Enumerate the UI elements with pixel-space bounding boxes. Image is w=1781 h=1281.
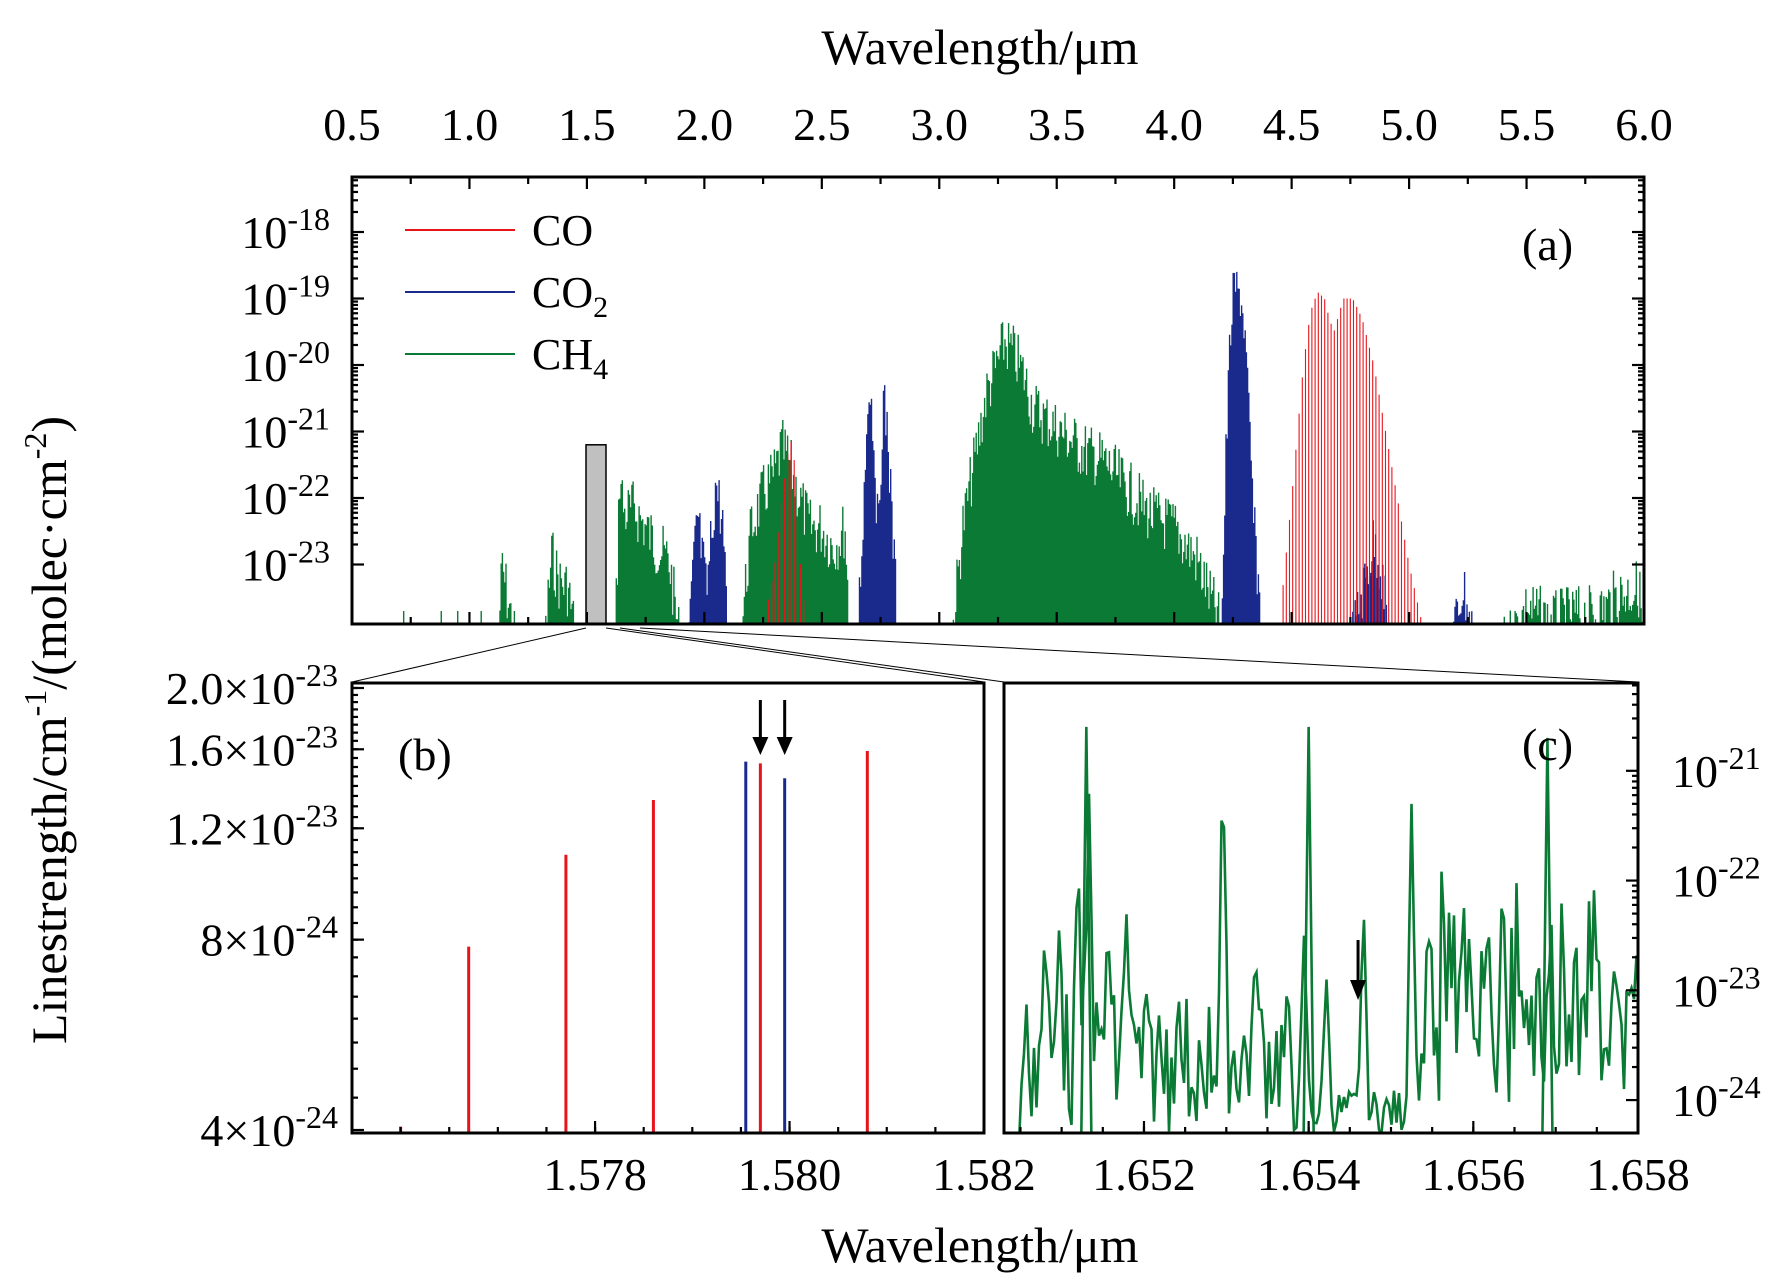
- panel-c-label: (c): [1522, 719, 1573, 770]
- panel-c-series-group: [1018, 726, 1638, 1133]
- band-ch4-1: [545, 532, 578, 624]
- panel-a-ticks: 0.5 1.0 1.5 2.0 2.5 3.0 3.5 4.0 4.5 5.0 5.5 6.0 10-1…: [241, 99, 1673, 624]
- legend-label-co: CO: [532, 206, 593, 255]
- a-y-tick-label: 10-20: [241, 334, 330, 391]
- y-axis-title: Linestrength/cm-1/(molec·cm-2): [17, 416, 77, 1044]
- lines-co2-1: [857, 385, 900, 624]
- panel-b-ticks: 1.578 1.580 1.582 2.0×10-231.6×10-23 1.2×10-…: [166, 657, 1036, 1200]
- lines-ch4-0: [498, 553, 517, 624]
- a-y-tick-label: 10-18: [241, 201, 330, 258]
- a-top-tick-label: 1.5: [558, 99, 616, 150]
- zoom-line-b-right: [605, 627, 985, 683]
- band-ch4-5: [1502, 561, 1644, 624]
- band-ch4-3: [740, 420, 851, 624]
- panel-a-label: (a): [1522, 219, 1573, 270]
- b-y-tick-label: 1.6×10-23: [166, 718, 338, 775]
- a-y-tick-label: 10-19: [241, 268, 330, 325]
- c-ch4-peak-1: [1302, 726, 1315, 1133]
- sparse-ch4-lines: [402, 611, 482, 624]
- zoom-line-b-left: [351, 627, 587, 683]
- panel-b-plot-area: [399, 700, 869, 1133]
- c-y-tick-label: 10-21: [1672, 740, 1761, 797]
- panel-a-plot-area: [402, 271, 1644, 625]
- a-y-tick-label: 10-22: [241, 467, 330, 524]
- c-x-tick-label: 1.656: [1422, 1149, 1526, 1200]
- lines-co-0: [768, 441, 805, 624]
- zoom-line-c-left: [619, 627, 1005, 683]
- c-x-tick-label: 1.654: [1257, 1149, 1361, 1200]
- a-y-tick-label: 10-23: [241, 534, 330, 591]
- bottom-axis-title: Wavelength/μm: [821, 1217, 1138, 1273]
- c-ch4-peak-0: [1080, 726, 1093, 1133]
- c-arrow-head: [1350, 980, 1367, 1000]
- c-y-tick-label: 10-24: [1672, 1069, 1761, 1126]
- c-ch4-trace: [1018, 793, 1638, 1133]
- band-co2-1: [857, 385, 900, 624]
- band-co2-4: [1451, 572, 1475, 624]
- b-x-tick-label: 1.582: [932, 1149, 1036, 1200]
- panel-c: 1.652 1.654 1.656 1.658 10-21 10-22 10-23 10-24…: [1002, 681, 1761, 1200]
- lines-co2-0: [687, 480, 729, 624]
- zoom-line-c-right: [639, 627, 1639, 683]
- a-top-tick-label: 4.0: [1145, 99, 1203, 150]
- lines-ch4-2: [615, 480, 681, 624]
- b-x-tick-label: 1.578: [543, 1149, 647, 1200]
- c-x-tick-label: 1.652: [1092, 1149, 1196, 1200]
- band-co-1: [1282, 292, 1422, 624]
- lines-co2-4: [1451, 572, 1475, 624]
- a-top-tick-label: 1.0: [441, 99, 499, 150]
- band-ch4-0: [498, 553, 517, 624]
- band-co2-2: [1221, 271, 1264, 624]
- lines-co2-2: [1221, 271, 1264, 624]
- b-y-tick-label: 2.0×10-23: [166, 657, 338, 714]
- c-ch4-peak-2: [1541, 737, 1554, 1133]
- b-arrow-head-0: [752, 737, 769, 755]
- legend-label-ch4: CH4: [532, 330, 608, 386]
- lines-co-1: [1282, 292, 1422, 624]
- c-y-tick-label: 10-22: [1672, 850, 1761, 907]
- c-x-tick-label: 1.658: [1586, 1149, 1690, 1200]
- a-top-tick-label: 0.5: [323, 99, 381, 150]
- a-top-tick-label: 2.5: [793, 99, 851, 150]
- lines-ch4-5: [1502, 561, 1644, 624]
- a-top-tick-label: 5.0: [1380, 99, 1438, 150]
- legend-label-co2: CO2: [532, 268, 608, 324]
- zoom-region-marker: [585, 444, 607, 625]
- band-co-0: [768, 441, 805, 624]
- a-top-tick-label: 3.5: [1028, 99, 1086, 150]
- top-axis-title: Wavelength/μm: [821, 19, 1138, 75]
- lines-ch4-3: [740, 420, 851, 624]
- lines-ch4-1: [545, 532, 578, 624]
- a-top-tick-label: 6.0: [1615, 99, 1673, 150]
- panel-b-label: (b): [398, 729, 452, 780]
- band-ch4-2: [615, 480, 681, 624]
- a-y-tick-label: 10-21: [241, 401, 330, 458]
- panel-a: 0.5 1.0 1.5 2.0 2.5 3.0 3.5 4.0 4.5 5.0 5.5 6.0 10-1…: [241, 99, 1673, 626]
- b-arrow-head-1: [776, 737, 793, 755]
- a-top-tick-label: 5.5: [1498, 99, 1556, 150]
- panel-b: 1.578 1.580 1.582 2.0×10-231.6×10-23 1.2×10-…: [166, 657, 1036, 1200]
- panel-c-plot-area: [1018, 726, 1638, 1133]
- a-top-tick-label: 2.0: [676, 99, 734, 150]
- band-co2-0: [687, 480, 729, 624]
- a-top-tick-label: 3.0: [911, 99, 969, 150]
- panel-c-frame: [1002, 681, 1640, 1135]
- panel-c-ticks: 1.652 1.654 1.656 1.658 10-21 10-22 10-23 10-24: [1019, 684, 1761, 1200]
- a-top-tick-label: 4.5: [1263, 99, 1321, 150]
- band-ch4-4: [951, 322, 1222, 624]
- panel-a-legend: CO CO2 CH4: [405, 206, 608, 386]
- panel-a-series-group: [402, 271, 1644, 624]
- b-y-tick-label: 1.2×10-23: [166, 797, 338, 854]
- b-y-tick-label: 8×10-24: [200, 909, 338, 966]
- c-y-tick-label: 10-23: [1672, 959, 1761, 1016]
- lines-ch4-4: [951, 322, 1222, 624]
- b-y-tick-label: 4×10-24: [200, 1099, 338, 1156]
- b-x-tick-label: 1.580: [738, 1149, 842, 1200]
- zoom-connectors: [351, 627, 1639, 683]
